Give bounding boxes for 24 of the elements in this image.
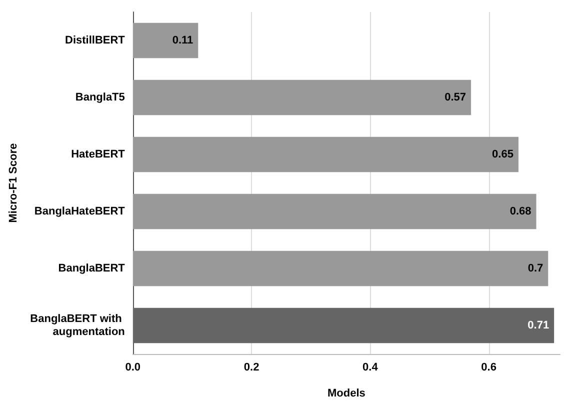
bar bbox=[132, 22, 198, 58]
y-axis-title: Micro-F1 Score bbox=[8, 143, 20, 223]
data-label: 0.11 bbox=[172, 34, 194, 46]
y-tick-label: DistillBERT bbox=[64, 34, 126, 46]
y-tick-label: HateBERT bbox=[71, 148, 126, 160]
bar bbox=[132, 308, 554, 344]
data-label: 0.57 bbox=[444, 92, 466, 104]
y-tick-label: BanglaT5 bbox=[75, 92, 125, 104]
bar bbox=[132, 136, 518, 172]
x-tick-label: 0.4 bbox=[362, 362, 379, 374]
bar bbox=[132, 80, 472, 116]
x-tick-label: 0.6 bbox=[481, 362, 496, 374]
data-label: 0.71 bbox=[528, 320, 550, 332]
bar bbox=[132, 194, 536, 230]
x-axis-title: Models bbox=[327, 388, 366, 400]
data-label: 0.65 bbox=[492, 148, 514, 160]
x-tick-label: 0.2 bbox=[244, 362, 260, 374]
data-label: 0.7 bbox=[528, 262, 544, 274]
x-tick-label: 0.0 bbox=[125, 362, 141, 374]
y-tick-label: BanglaBERT bbox=[58, 262, 126, 274]
bar bbox=[132, 250, 548, 286]
data-label: 0.68 bbox=[510, 206, 532, 218]
y-tick-label: BanglaBERT with augmentation bbox=[30, 313, 126, 338]
y-tick-label: BanglaHateBERT bbox=[34, 206, 126, 218]
